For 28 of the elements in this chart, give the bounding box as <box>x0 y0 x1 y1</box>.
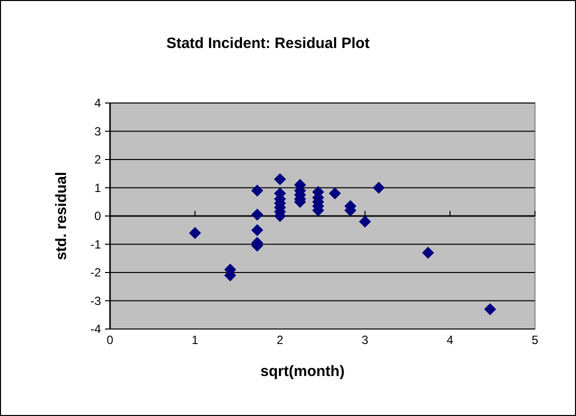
point <box>359 216 371 228</box>
x-tick-label: 3 <box>362 333 369 347</box>
y-tick-label: 4 <box>94 96 102 110</box>
point <box>328 187 341 200</box>
y-tick-label: 2 <box>94 152 102 167</box>
x-tick-label: 1 <box>192 333 199 347</box>
y-tick-label: -2 <box>90 266 102 280</box>
y-tick-label: 0 <box>94 209 102 224</box>
point <box>189 226 201 239</box>
y-tick-label: 3 <box>94 124 102 138</box>
x-axis-title: sqrt(month) <box>260 363 345 380</box>
point <box>372 182 385 194</box>
chart-title: Statd Incident: Residual Plot <box>166 35 370 52</box>
point <box>484 303 496 316</box>
x-tick-label: 5 <box>532 333 539 347</box>
point <box>422 246 434 259</box>
y-tick-label: -4 <box>90 322 102 336</box>
x-tick-label: 4 <box>446 333 454 347</box>
x-tick-label: 2 <box>276 333 284 347</box>
point <box>251 224 264 236</box>
point <box>251 184 264 197</box>
y-tick-label: -3 <box>90 294 102 308</box>
point <box>274 173 286 186</box>
y-axis-title: std. residual <box>53 172 70 260</box>
y-tick-label: -1 <box>90 237 102 252</box>
point <box>251 208 264 221</box>
x-tick-label: 0 <box>106 333 114 347</box>
y-tick-label: 1 <box>94 180 102 195</box>
